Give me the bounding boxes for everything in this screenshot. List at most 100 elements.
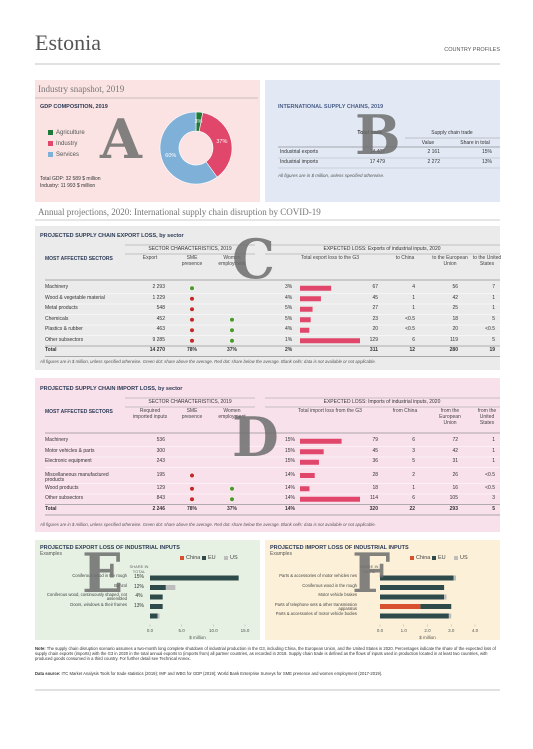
x-tick-label: 3.0 [448, 627, 455, 633]
cell: 14% [285, 495, 296, 502]
column-header: Export [142, 255, 158, 261]
group-header: SECTOR CHARACTERISTICS, 2019 [148, 246, 232, 252]
cell: 5% [285, 315, 293, 322]
cell: 1 [492, 437, 495, 444]
cell: <0.5 [485, 471, 495, 478]
legend-swatch [224, 556, 228, 560]
chart-subtitle: Examples [40, 551, 62, 557]
cell: 3 [492, 495, 495, 502]
cell: 79 [372, 437, 378, 444]
table-note: All figures are in $ million, unless spe… [40, 359, 376, 364]
legend-swatch [432, 556, 436, 560]
cell: 5 [412, 458, 415, 465]
cell: 1 [492, 305, 495, 312]
sme-dot [189, 306, 195, 312]
group-header: Supply chain trade [431, 130, 473, 136]
cell: 4% [285, 326, 293, 333]
loss-bar [300, 327, 310, 333]
cell: 3% [285, 284, 293, 291]
cell: 72 [452, 437, 458, 444]
overlay-marker: F [352, 541, 391, 605]
cell: 18 [452, 315, 458, 322]
loss-bar [300, 449, 324, 455]
women-dot [229, 327, 235, 333]
cell: 2% [285, 347, 293, 354]
cell: 15% [481, 149, 492, 155]
loss-bar [300, 296, 321, 302]
bar-segment [380, 604, 421, 609]
cell: 15% [285, 458, 296, 465]
cell: 3 [412, 447, 415, 454]
cell: 105 [449, 495, 458, 502]
panel-supply [265, 80, 500, 202]
bar-segment [380, 575, 454, 581]
panel-export-chart [35, 540, 260, 640]
table-title: PROJECTED SUPPLY CHAIN IMPORT LOSS, by s… [40, 386, 183, 392]
cell: 2 272 [427, 159, 440, 165]
women-dot [229, 496, 235, 502]
cell: 1 [492, 294, 495, 301]
cell: 45 [372, 294, 378, 301]
cell: 14% [285, 484, 296, 491]
loss-bar [300, 496, 360, 502]
cell: 2 246 [152, 505, 165, 512]
legend-label: Services [56, 151, 80, 158]
cell: 18 [372, 484, 378, 491]
cell: 78% [186, 347, 197, 354]
row-label: Wood products [45, 484, 79, 491]
row-label: Wood & vegetable material [45, 294, 105, 301]
cell: 1 [492, 447, 495, 454]
table-title: PROJECTED SUPPLY CHAIN EXPORT LOSS, by s… [40, 233, 184, 239]
cell: 28 [372, 471, 378, 478]
cell: 12 [409, 347, 415, 354]
x-tick-label: 15.0 [240, 627, 250, 633]
cell: 311 [369, 347, 378, 354]
share-header: SHARE IN TOTAL [359, 564, 379, 574]
share-label: 4% [135, 593, 143, 599]
cell: 6 [412, 336, 415, 343]
column-header: Required imported inputs [132, 408, 168, 420]
cell: 14 270 [149, 347, 165, 354]
legend-swatch [454, 556, 458, 560]
cell: 13% [481, 159, 492, 165]
cell: 548 [156, 305, 165, 312]
share-label: 13% [133, 602, 144, 609]
x-tick-label: 0.0 [376, 627, 384, 633]
source-paragraph: Data source: ITC Market Analysis Tools f… [35, 671, 500, 677]
x-tick-label: 4.0 [471, 627, 479, 633]
x-axis-label: $ million [419, 634, 436, 640]
section-heading: Industry snapshot, 2019 [38, 84, 125, 94]
cell: 31 [452, 458, 458, 465]
cell: 16 [452, 484, 458, 491]
row-label: Motor vehicles & parts [45, 447, 95, 454]
column-header: from the United States [477, 408, 497, 426]
cell: 5 [492, 505, 495, 512]
x-tick-label: 5.0 [178, 627, 185, 633]
column-header: MOST AFFECTED SECTORS [45, 256, 113, 262]
bar-segment [453, 575, 456, 581]
row-label: Machinery [45, 437, 69, 444]
share-label: 15% [133, 574, 144, 580]
slice-label: 3% [194, 118, 203, 125]
category-label: Coniferous wood, continuously shaped, no… [46, 592, 127, 602]
section-heading: Annual projections, 2020: International … [38, 207, 321, 217]
x-tick-label: 2.0 [424, 627, 431, 633]
cell: 1 [492, 458, 495, 465]
cell: 14% [285, 471, 296, 478]
group-header: EXPECTED LOSS: Imports of industrial inp… [323, 399, 441, 405]
chart-title: PROJECTED IMPORT LOSS OF INDUSTRIAL INPU… [270, 545, 409, 551]
cell: 114 [370, 495, 378, 502]
overlay-marker: C [232, 227, 275, 291]
sme-dot [189, 317, 195, 323]
cell: 42 [452, 294, 458, 301]
cell: 20 [452, 326, 458, 333]
legend-swatch [48, 152, 53, 157]
loss-bar [300, 285, 332, 291]
bar-segment [157, 613, 160, 619]
cell: 4 [412, 284, 415, 291]
cell: 26 [452, 471, 458, 478]
row-label: Plastics & rubber [45, 326, 83, 333]
bar-segment [150, 604, 163, 609]
cell: 15% [285, 447, 296, 454]
